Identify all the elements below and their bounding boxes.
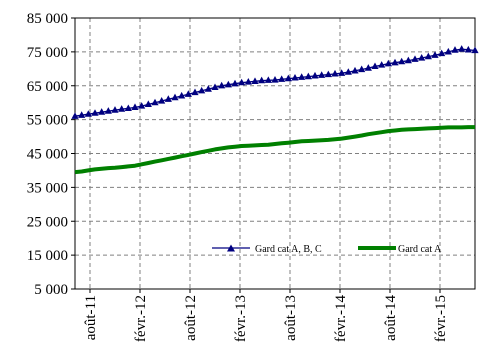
legend-label-series-1: Gard cat A, B, C bbox=[255, 244, 322, 255]
data-point-gard-cat-abc bbox=[124, 104, 132, 112]
legend-marker-series-1 bbox=[227, 244, 235, 252]
y-tick-label: 15 000 bbox=[27, 248, 68, 264]
x-tick-label: août-11 bbox=[83, 295, 99, 340]
y-tick-label: 65 000 bbox=[27, 79, 68, 95]
data-point-gard-cat-abc bbox=[258, 76, 266, 84]
data-point-gard-cat-abc bbox=[384, 59, 392, 67]
data-point-gard-cat-abc bbox=[231, 79, 239, 87]
data-point-gard-cat-abc bbox=[251, 77, 259, 84]
data-point-gard-cat-abc bbox=[431, 51, 439, 58]
data-point-gard-cat-abc bbox=[118, 105, 126, 112]
data-point-gard-cat-abc bbox=[404, 56, 412, 64]
legend-label-series-2: Gard cat A bbox=[398, 244, 442, 255]
series-group bbox=[71, 45, 479, 175]
data-point-gard-cat-abc bbox=[271, 75, 279, 83]
data-point-gard-cat-abc bbox=[424, 52, 432, 60]
data-point-gard-cat-abc bbox=[171, 93, 179, 101]
data-point-gard-cat-abc bbox=[191, 88, 199, 96]
data-point-gard-cat-abc bbox=[264, 76, 272, 83]
y-tick-label: 75 000 bbox=[27, 45, 68, 61]
data-point-gard-cat-abc bbox=[411, 55, 419, 62]
data-point-gard-cat-abc bbox=[244, 78, 252, 85]
x-tick-label: août-12 bbox=[183, 295, 199, 341]
y-tick-label: 55 000 bbox=[27, 113, 68, 129]
data-point-gard-cat-abc bbox=[224, 80, 232, 88]
data-point-gard-cat-abc bbox=[351, 66, 359, 74]
data-point-gard-cat-abc bbox=[178, 91, 186, 99]
data-point-gard-cat-abc bbox=[438, 49, 446, 57]
data-point-gard-cat-abc bbox=[71, 112, 79, 119]
data-point-gard-cat-abc bbox=[218, 81, 226, 89]
data-point-gard-cat-abc bbox=[238, 78, 246, 86]
y-tick-label: 25 000 bbox=[27, 214, 68, 230]
data-point-gard-cat-abc bbox=[84, 110, 92, 117]
data-point-gard-cat-abc bbox=[391, 58, 399, 66]
x-tick-label: août-14 bbox=[383, 295, 399, 341]
x-tick-label: févr.-12 bbox=[133, 295, 149, 342]
y-axis-ticks: 5 000 15 000 25 000 35 000 45 000 55 000 65 00… bbox=[27, 11, 75, 298]
data-point-gard-cat-abc bbox=[331, 69, 339, 77]
data-point-gard-cat-abc bbox=[451, 46, 459, 53]
data-point-gard-cat-abc bbox=[344, 68, 352, 75]
x-tick-label: févr.-13 bbox=[233, 295, 249, 342]
data-point-gard-cat-abc bbox=[198, 86, 206, 94]
data-point-gard-cat-abc bbox=[324, 70, 332, 78]
data-point-gard-cat-abc bbox=[144, 100, 152, 107]
y-tick-label: 85 000 bbox=[27, 11, 68, 27]
data-point-gard-cat-abc bbox=[418, 53, 426, 61]
series-line-gard-cat-a bbox=[74, 125, 475, 175]
data-point-gard-cat-abc bbox=[158, 96, 166, 104]
data-point-gard-cat-abc bbox=[138, 102, 146, 109]
data-point-gard-cat-abc bbox=[378, 61, 386, 68]
data-point-gard-cat-abc bbox=[78, 111, 86, 118]
data-point-gard-cat-abc bbox=[371, 62, 379, 70]
data-point-gard-cat-abc bbox=[364, 64, 372, 71]
x-tick-label: août-13 bbox=[283, 295, 299, 341]
data-point-gard-cat-abc bbox=[464, 45, 472, 53]
data-point-gard-cat-abc bbox=[318, 71, 326, 78]
data-point-gard-cat-abc bbox=[204, 85, 212, 92]
data-point-gard-cat-abc bbox=[458, 45, 466, 52]
data-point-gard-cat-abc bbox=[298, 73, 306, 80]
data-point-gard-cat-abc bbox=[131, 103, 139, 111]
data-point-gard-cat-abc bbox=[278, 75, 286, 82]
data-point-gard-cat-abc bbox=[151, 98, 159, 106]
y-tick-label: 5 000 bbox=[34, 282, 68, 298]
data-point-gard-cat-abc bbox=[111, 106, 119, 113]
data-point-gard-cat-abc bbox=[338, 69, 346, 76]
data-point-gard-cat-abc bbox=[104, 107, 112, 114]
x-tick-label: févr.-14 bbox=[333, 295, 349, 343]
data-point-gard-cat-abc bbox=[98, 108, 106, 115]
data-point-gard-cat-abc bbox=[291, 73, 299, 81]
x-axis-ticks: août-11 févr.-12 août-12 févr.-13 août-13 fév… bbox=[83, 289, 449, 343]
data-point-gard-cat-abc bbox=[164, 95, 172, 102]
legend: Gard cat A, B, C Gard cat A bbox=[212, 244, 442, 255]
data-point-gard-cat-abc bbox=[398, 57, 406, 65]
y-tick-label: 45 000 bbox=[27, 147, 68, 163]
data-point-gard-cat-abc bbox=[184, 90, 192, 97]
data-point-gard-cat-abc bbox=[211, 83, 219, 91]
data-point-gard-cat-abc bbox=[444, 47, 452, 55]
data-point-gard-cat-abc bbox=[91, 109, 99, 116]
data-point-gard-cat-abc bbox=[284, 74, 292, 82]
y-tick-label: 35 000 bbox=[27, 180, 68, 196]
data-point-gard-cat-abc bbox=[358, 65, 366, 73]
data-point-gard-cat-abc bbox=[471, 46, 479, 54]
x-tick-label: févr.-15 bbox=[433, 295, 449, 342]
data-point-gard-cat-abc bbox=[311, 71, 319, 79]
data-point-gard-cat-abc bbox=[304, 72, 312, 80]
